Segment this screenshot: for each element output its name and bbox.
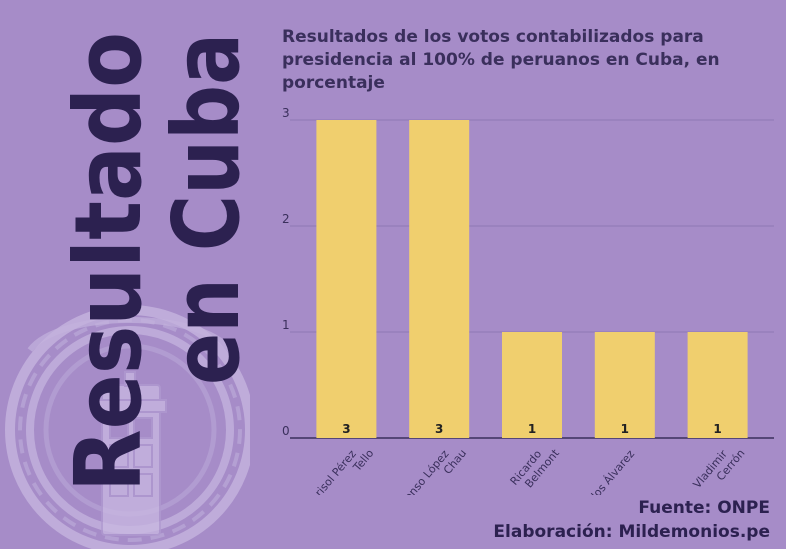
y-tick-label: 1	[282, 318, 290, 332]
side-title-line2: en Cuba	[153, 33, 250, 385]
bar-chart: 0 1 2 3 3 Marisol PérezTello 3 Alfonso LópezCha…	[282, 106, 774, 495]
source-block: Fuente: ONPE Elaboración: Mildemonios.pe	[493, 496, 770, 544]
bar	[316, 120, 377, 438]
x-tick-label: Marisol PérezTello	[302, 438, 377, 495]
bar	[594, 332, 655, 438]
bar	[502, 332, 562, 438]
data-label: 3	[435, 422, 443, 436]
y-tick-label: 2	[282, 212, 290, 226]
side-title: Resultado en Cuba	[55, 32, 250, 492]
chart-title: Resultados de los votos contabilizados p…	[282, 27, 720, 93]
bar	[687, 332, 748, 438]
x-tick-label: RicardoBelmont	[508, 438, 563, 495]
credit-text: Elaboración: Mildemonios.pe	[493, 522, 770, 542]
data-label: 1	[621, 422, 629, 436]
y-tick-label: 3	[282, 106, 290, 120]
bar	[409, 120, 470, 438]
y-tick-label: 0	[282, 424, 290, 438]
data-label: 1	[528, 422, 536, 436]
data-label: 1	[713, 422, 721, 436]
data-label: 3	[342, 422, 350, 436]
x-tick-label: Carlos Álvarez	[577, 447, 638, 495]
celtic-tardis-logo	[5, 305, 250, 549]
source-text: Fuente: ONPE	[638, 498, 770, 518]
side-title-line1: Resultado	[55, 32, 162, 492]
x-tick-label: VladimirCerrón	[691, 438, 748, 495]
x-tick-label: Alfonso LópezChau	[392, 438, 469, 495]
